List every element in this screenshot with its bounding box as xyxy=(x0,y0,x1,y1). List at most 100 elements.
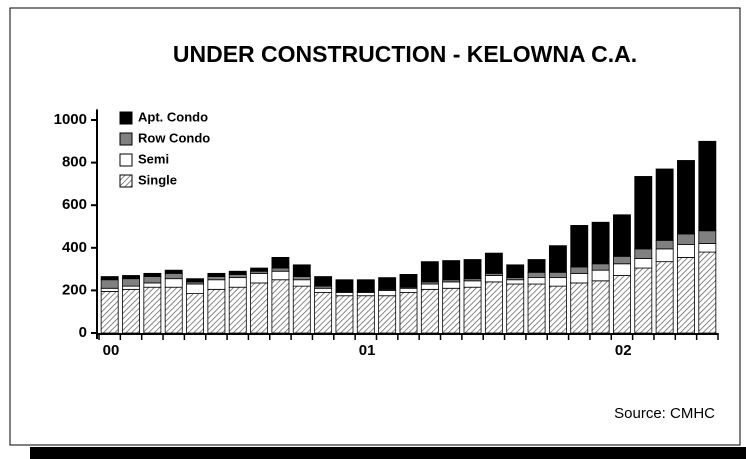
bar-segment xyxy=(442,287,461,334)
bar-segment xyxy=(484,275,503,283)
bar-segment xyxy=(356,279,375,292)
bar-segment xyxy=(378,277,397,290)
bar-segment xyxy=(548,271,567,279)
bar-segment xyxy=(100,287,119,292)
bar-segment xyxy=(527,259,546,273)
legend-label: Semi xyxy=(138,151,169,166)
bar-segment xyxy=(207,288,226,334)
bar-segment xyxy=(570,282,589,334)
y-tick-label: 600 xyxy=(62,196,87,213)
bar-segment xyxy=(591,263,610,271)
bar-segment xyxy=(271,270,290,281)
bar-segment xyxy=(591,280,610,334)
bar-segment xyxy=(677,256,695,334)
bar-segment xyxy=(570,272,589,284)
bar-segment xyxy=(356,295,375,334)
bar-segment xyxy=(527,271,546,279)
y-tick-label: 0 xyxy=(79,324,87,341)
bar-segment xyxy=(228,274,247,279)
legend-swatch xyxy=(119,153,133,167)
bar-segment xyxy=(100,291,119,334)
bar-segment xyxy=(314,292,333,334)
bar-segment xyxy=(292,264,311,277)
legend-swatch xyxy=(119,174,133,188)
bar-segment xyxy=(122,278,140,287)
legend-label: Row Condo xyxy=(138,130,210,145)
bar-segment xyxy=(613,214,631,257)
bar-segment xyxy=(314,287,333,293)
bar-segment xyxy=(548,245,567,273)
bar-segment xyxy=(484,281,503,334)
bar-segment xyxy=(634,267,653,334)
bar-segment xyxy=(570,225,589,268)
bar-segment xyxy=(613,263,631,276)
bar-segment xyxy=(698,230,717,244)
legend-swatch xyxy=(119,132,133,146)
bar-segment xyxy=(591,269,610,282)
y-tick-label: 200 xyxy=(62,281,87,298)
bar-segment xyxy=(228,270,247,275)
bar-segment xyxy=(420,261,439,283)
bar-segment xyxy=(335,295,354,334)
bar-segment xyxy=(399,287,418,293)
bar-segment xyxy=(420,288,439,334)
bar-segment xyxy=(186,293,204,334)
source-note: Source: CMHC xyxy=(614,405,715,422)
bar-segment xyxy=(655,168,674,241)
bar-segment xyxy=(527,277,546,285)
bar-segment xyxy=(677,160,695,235)
bar-segment xyxy=(207,272,226,277)
bar-segment xyxy=(527,283,546,334)
bar-segment xyxy=(506,264,525,279)
chart-title: UNDER CONSTRUCTION - KELOWNA C.A. xyxy=(173,41,637,67)
bar-segment xyxy=(378,295,397,334)
y-tick-label: 1000 xyxy=(54,111,87,128)
x-tick-label: 00 xyxy=(103,342,120,359)
bar-segment xyxy=(122,275,140,280)
bar-segment xyxy=(548,285,567,334)
bar-segment xyxy=(399,274,418,288)
bar-segment xyxy=(591,221,610,265)
bar-segment xyxy=(335,279,354,292)
bar-segment xyxy=(271,267,290,272)
bar-segment xyxy=(143,272,162,277)
bar-segment xyxy=(463,259,482,280)
bar-segment xyxy=(484,252,503,274)
bar-segment xyxy=(378,289,397,297)
bar-segment xyxy=(399,292,418,334)
bar-segment xyxy=(356,292,375,297)
bar-segment xyxy=(122,285,140,290)
y-tick-label: 400 xyxy=(62,239,87,256)
bar-segment xyxy=(655,261,674,334)
legend-swatch xyxy=(119,111,133,125)
bar-segment xyxy=(164,269,183,274)
bar-segment xyxy=(271,279,290,334)
legend-label: Single xyxy=(138,172,177,187)
bar-segment xyxy=(164,272,183,280)
bar-segment xyxy=(122,288,140,334)
bar-segment xyxy=(250,282,269,334)
bar-segment xyxy=(698,243,717,253)
bar-segment xyxy=(677,233,695,246)
bar-segment xyxy=(442,260,461,281)
bar-segment xyxy=(250,272,269,284)
bar-segment xyxy=(314,276,333,287)
legend-label: Apt. Condo xyxy=(138,109,208,124)
bar-segment xyxy=(292,279,311,287)
bar-segment xyxy=(420,283,439,290)
bar-segment xyxy=(335,292,354,297)
bar-segment xyxy=(228,286,247,334)
bar-segment xyxy=(677,244,695,258)
bar-segment xyxy=(100,279,119,289)
bar-segment xyxy=(186,278,204,283)
bar-segment xyxy=(164,286,183,334)
bar-segment xyxy=(463,280,482,288)
bar-segment xyxy=(143,276,162,284)
bar-segment xyxy=(506,279,525,285)
bar-segment xyxy=(634,258,653,269)
bar-segment xyxy=(655,248,674,263)
x-tick-label: 01 xyxy=(359,342,376,359)
bar-segment xyxy=(613,255,631,265)
bar-segment xyxy=(250,267,269,272)
